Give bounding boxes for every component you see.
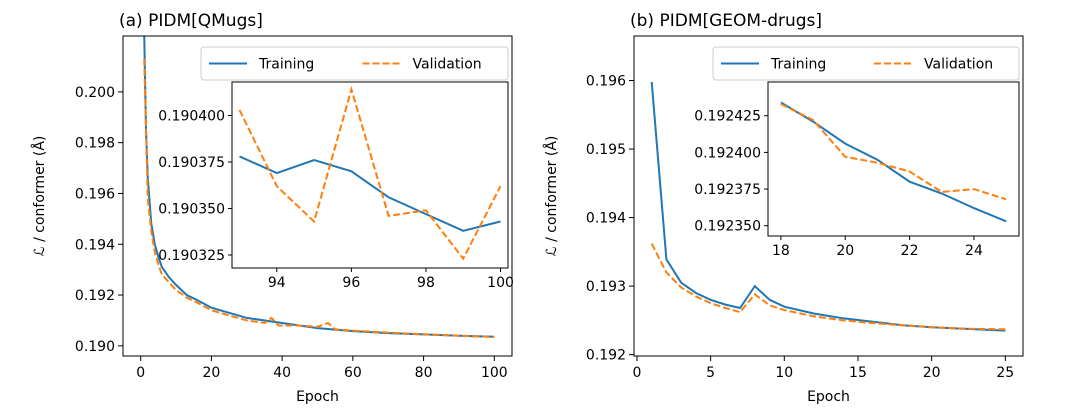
- panel-a-inset-frame: [231, 81, 509, 269]
- panel-b-y-axis-label: ℒ / conformer (Å): [543, 136, 560, 257]
- panel-b-x-tick-label: 25: [996, 365, 1014, 381]
- panel-b-legend-label-training: Training: [770, 57, 826, 73]
- panel-a-x-tick-label: 40: [273, 365, 291, 381]
- panel-a-legend: Training Validation: [200, 46, 509, 81]
- panel-a-inset-x-tick-label: 96: [342, 275, 360, 291]
- panel-a-x-tick-label: 80: [415, 365, 433, 381]
- panel-b-title: (b) PIDM[GEOM-drugs]: [630, 11, 822, 31]
- panel-a-inset: 94 96 98 100 0.190325 0.190350 0.190375 0.19040…: [158, 81, 514, 291]
- panel-b-y-tick-label: 0.194: [586, 211, 626, 227]
- panel-a-y-axis-label: ℒ / conformer (Å): [31, 136, 48, 257]
- panel-b-inset: 18 20 22 24 0.192350 0.192375 0.192400 0.192425: [694, 81, 1020, 259]
- panel-a-axes-frame: [122, 35, 513, 357]
- panel-b-x-tick-label: 5: [706, 365, 715, 381]
- panel-b-inset-y-tick-label: 0.192350: [694, 219, 761, 235]
- panel-b-inset-series-validation-line: [780, 103, 1007, 201]
- panel-a-y-tick-label: 0.194: [75, 237, 115, 253]
- panel-b-inset-x-tick-label: 22: [901, 243, 919, 259]
- panel-a-inset-x-tick-label: 94: [268, 275, 286, 291]
- panel-a-inset-y-tick-label: 0.190400: [158, 108, 225, 124]
- panel-b-inset-x-tick-label: 20: [836, 243, 854, 259]
- panel-a-inset-background: [232, 82, 508, 268]
- panel-b-inset-x-tick-label: 24: [965, 243, 983, 259]
- panel-a-legend-box: [200, 46, 509, 81]
- panel-a-x-tick-label: 100: [481, 365, 508, 381]
- panel-b: 0 5 10 15 20 25 0.192 0.193 0.194 0.195 0.196 Epoch…: [543, 11, 1024, 405]
- panel-a-inset-y-tick-label: 0.190375: [158, 155, 225, 171]
- panel-a-y-tick-label: 0.198: [75, 136, 115, 152]
- panel-a-inset-x-tick-label: 100: [487, 275, 514, 291]
- panel-a-inset-y-tick-label: 0.190350: [158, 201, 225, 217]
- panel-b-inset-y-tick-label: 0.192400: [694, 145, 761, 161]
- panel-a-x-axis-label: Epoch: [296, 389, 339, 405]
- panel-a-series-validation-line: [143, 58, 495, 338]
- panel-b-axes-frame: [633, 35, 1024, 357]
- panel-b-legend: Training Validation: [712, 46, 1020, 81]
- panel-b-inset-y-tick-label: 0.192425: [694, 109, 761, 125]
- panel-b-x-tick-label: 0: [632, 365, 641, 381]
- panel-b-inset-frame: [767, 81, 1020, 237]
- panel-b-y-tick-label: 0.195: [586, 142, 626, 158]
- panel-b-inset-x-tick-label: 18: [772, 243, 790, 259]
- panel-a-y-tick-label: 0.196: [75, 186, 115, 202]
- panel-b-x-axis-label: Epoch: [807, 389, 850, 405]
- panel-b-series-validation-line: [650, 243, 1006, 331]
- panel-a-y-tick-label: 0.190: [75, 339, 115, 355]
- panel-b-inset-background: [768, 82, 1019, 236]
- panel-b-x-tick-label: 15: [849, 365, 867, 381]
- panel-b-x-tick-label: 10: [775, 365, 793, 381]
- panel-a-x-tick-label: 60: [344, 365, 362, 381]
- panel-b-inset-y-tick-label: 0.192375: [694, 182, 761, 198]
- panel-a-x-tick-label: 0: [136, 365, 145, 381]
- panel-a-inset-y-tick-label: 0.190325: [158, 248, 225, 264]
- panel-a-y-tick-label: 0.192: [75, 288, 115, 304]
- panel-b-y-tick-label: 0.193: [586, 279, 626, 295]
- panel-a-title: (a) PIDM[QMugs]: [119, 11, 263, 31]
- panel-b-x-tick-label: 20: [923, 365, 941, 381]
- panel-a-inset-x-tick-label: 98: [417, 275, 435, 291]
- panel-b-y-tick-label: 0.196: [586, 74, 626, 90]
- panel-a-legend-label-training: Training: [258, 57, 314, 73]
- panel-b-legend-box: [712, 46, 1020, 81]
- panel-b-legend-label-validation: Validation: [924, 57, 993, 73]
- panel-a-inset-series-validation-line: [238, 85, 502, 261]
- panel-a: 0 20 40 60 80 100 0.190 0.192 0.194 0.196 0.198 0.2…: [31, 11, 514, 405]
- panel-a-y-tick-label: 0.200: [75, 85, 115, 101]
- panel-b-y-tick-label: 0.192: [586, 348, 626, 364]
- panel-a-legend-label-validation: Validation: [413, 57, 482, 73]
- panel-a-inset-series-training-line: [239, 155, 501, 232]
- panel-a-x-tick-label: 20: [202, 365, 220, 381]
